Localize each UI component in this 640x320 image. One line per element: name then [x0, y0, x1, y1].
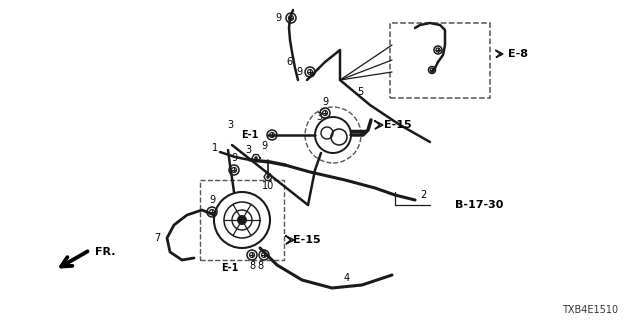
Text: 2: 2: [420, 190, 426, 200]
Text: 9: 9: [322, 97, 328, 107]
Text: FR.: FR.: [95, 247, 115, 257]
Text: 6: 6: [286, 57, 292, 67]
Text: 9: 9: [275, 13, 281, 23]
Text: 5: 5: [357, 87, 363, 97]
Text: B-17-30: B-17-30: [455, 200, 504, 210]
Text: 8: 8: [249, 261, 255, 271]
Circle shape: [237, 215, 247, 225]
Text: 3: 3: [316, 112, 322, 122]
Text: 10: 10: [262, 181, 274, 191]
Circle shape: [266, 175, 270, 179]
Text: 1: 1: [212, 143, 218, 153]
Text: 3: 3: [245, 145, 251, 155]
Text: 8: 8: [257, 261, 263, 271]
Text: E-15: E-15: [384, 120, 412, 130]
Bar: [390, 23, 490, 98]
Text: TXB4E1510: TXB4E1510: [562, 305, 618, 315]
Circle shape: [254, 156, 258, 160]
Bar: [200, 180, 284, 260]
Text: 9: 9: [231, 153, 237, 163]
Text: 4: 4: [344, 273, 350, 283]
Text: E-15: E-15: [293, 235, 321, 245]
Text: E-8: E-8: [508, 49, 528, 59]
Text: 9: 9: [296, 67, 302, 77]
Text: 7: 7: [154, 233, 160, 243]
Text: E-1: E-1: [241, 130, 258, 140]
Text: 3: 3: [227, 120, 233, 130]
Text: 9: 9: [209, 195, 215, 205]
Text: 9: 9: [261, 141, 267, 151]
Text: E-1: E-1: [221, 263, 239, 273]
